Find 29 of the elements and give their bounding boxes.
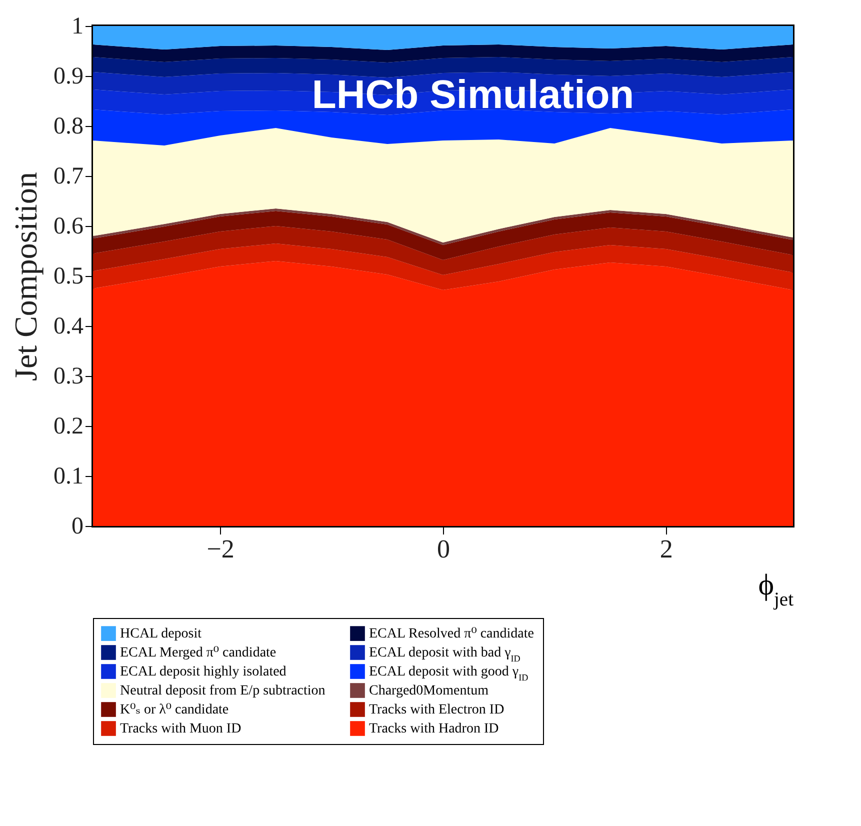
y-tick-label: 0.8 <box>54 114 84 140</box>
legend-label: Tracks with Muon ID <box>120 722 242 736</box>
y-axis-title: Jet Composition <box>8 172 44 381</box>
y-tick-label: 0.4 <box>54 314 84 340</box>
y-tick-label: 0.2 <box>54 414 84 440</box>
y-tick-label: 0.9 <box>54 64 84 90</box>
y-tick-label: 1 <box>72 14 84 40</box>
y-tick-label: 0.7 <box>54 164 84 190</box>
x-tick-label: −2 <box>206 534 234 564</box>
legend-label: ECAL deposit with good γ$_{ID}$ <box>369 664 529 682</box>
x-tick-label: 0 <box>437 534 450 564</box>
legend-label: Neutral deposit from E/p subtraction <box>120 684 326 698</box>
x-axis-title: ϕ$_{jet}$ <box>758 568 794 610</box>
legend-label: HCAL deposit <box>120 626 202 642</box>
legend-label: ECAL Merged π⁰ candidate <box>120 646 276 660</box>
y-tick-label: 0.6 <box>54 214 84 240</box>
legend-label: ECAL deposit with bad γ$_{ID}$ <box>369 646 521 664</box>
legend-label: ECAL Resolved π⁰ candidate <box>369 626 534 642</box>
y-tick-label: 0.1 <box>54 464 84 490</box>
legend-label: Tracks with Hadron ID <box>369 722 499 736</box>
legend-label: Tracks with Electron ID <box>369 702 504 718</box>
legend-label: ECAL deposit highly isolated <box>120 664 286 680</box>
y-tick-label: 0.3 <box>54 364 84 390</box>
legend-label: Charged0Momentum <box>369 684 489 698</box>
annotation: LHCb Simulation <box>312 73 634 117</box>
x-tick-label: 2 <box>660 534 673 564</box>
legend-label: K⁰ₛ or λ⁰ candidate <box>120 702 229 718</box>
y-tick-label: 0.5 <box>54 264 84 290</box>
y-tick-label: 0 <box>72 514 84 540</box>
